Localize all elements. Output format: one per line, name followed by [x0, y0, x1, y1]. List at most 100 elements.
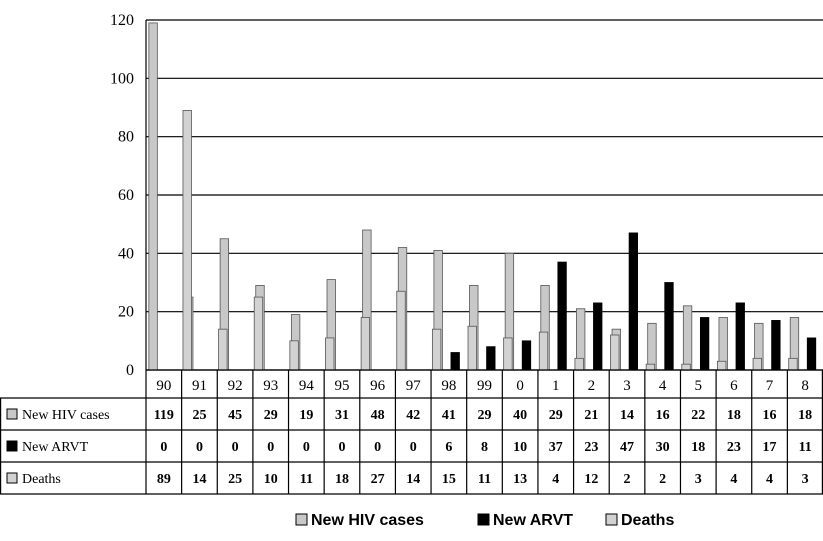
legend-label-new-hiv-cases: New HIV cases — [311, 512, 424, 529]
bar-new-hiv-cases-5 — [682, 305, 693, 371]
data-label-new-hiv-cases-96: 48 — [371, 408, 385, 423]
x-tick-label-90: 90 — [156, 378, 171, 394]
x-tick-label-97: 97 — [406, 378, 422, 394]
x-tick-label-4: 4 — [659, 378, 667, 394]
bar-deaths-92 — [253, 296, 264, 371]
table-key-deaths — [6, 472, 18, 484]
y-tick-label-20: 20 — [118, 304, 134, 321]
bar-new-arvt-99 — [486, 346, 496, 371]
bar-deaths-0 — [538, 331, 549, 371]
x-tick-label-0: 0 — [516, 378, 524, 394]
data-label-deaths-98: 15 — [442, 472, 456, 487]
bar-deaths-6 — [752, 357, 762, 371]
data-label-deaths-91: 14 — [192, 472, 206, 487]
table-key-new-arvt — [6, 440, 18, 452]
data-label-new-arvt-6: 23 — [727, 440, 741, 455]
bar-deaths-91 — [218, 328, 228, 371]
bar-deaths-93 — [289, 340, 299, 371]
bar-deaths-94 — [325, 337, 335, 371]
data-label-new-hiv-cases-99: 29 — [478, 408, 492, 423]
data-label-new-hiv-cases-92: 45 — [228, 408, 242, 423]
data-label-new-hiv-cases-1: 29 — [549, 408, 563, 423]
bar-new-arvt-1 — [557, 261, 567, 371]
table-row-label-new-arvt: New ARVT — [22, 440, 89, 455]
x-tick-label-98: 98 — [441, 378, 456, 394]
x-tick-label-6: 6 — [730, 378, 738, 394]
legend-key-new-hiv-cases — [295, 513, 308, 526]
data-label-new-hiv-cases-98: 41 — [442, 408, 456, 423]
data-label-deaths-8: 3 — [802, 472, 809, 487]
bar-deaths-4 — [681, 363, 691, 371]
bar-new-arvt-2 — [593, 302, 603, 371]
data-label-new-hiv-cases-3: 14 — [620, 408, 634, 423]
y-tick-label-40: 40 — [118, 245, 134, 262]
bar-new-arvt-0 — [521, 340, 532, 371]
x-tick-label-93: 93 — [263, 378, 278, 394]
data-label-new-arvt-1: 37 — [549, 440, 563, 455]
bar-deaths-97 — [431, 328, 442, 371]
x-tick-label-99: 99 — [477, 378, 492, 394]
y-tick-label-80: 80 — [118, 129, 134, 146]
data-label-new-hiv-cases-7: 16 — [763, 408, 777, 423]
x-tick-label-96: 96 — [370, 378, 386, 394]
data-label-deaths-2: 12 — [584, 472, 598, 487]
data-label-deaths-1: 4 — [552, 472, 559, 487]
x-tick-label-94: 94 — [299, 378, 315, 394]
data-label-deaths-96: 27 — [371, 472, 385, 487]
legend-key-new-arvt — [477, 513, 490, 526]
data-label-deaths-6: 4 — [730, 472, 737, 487]
data-label-new-arvt-99: 8 — [481, 440, 488, 455]
bar-new-arvt-4 — [664, 282, 674, 371]
data-label-new-arvt-4: 30 — [656, 440, 670, 455]
data-label-new-hiv-cases-8: 18 — [798, 408, 812, 423]
x-tick-label-3: 3 — [623, 378, 631, 394]
bar-deaths-2 — [610, 334, 620, 371]
x-tick-label-95: 95 — [334, 378, 349, 394]
data-label-new-hiv-cases-6: 18 — [727, 408, 741, 423]
x-tick-label-2: 2 — [588, 378, 596, 394]
data-label-new-hiv-cases-5: 22 — [691, 408, 705, 423]
data-label-deaths-92: 25 — [228, 472, 242, 487]
bar-new-arvt-6 — [735, 302, 745, 371]
data-label-new-hiv-cases-94: 19 — [299, 408, 313, 423]
data-label-deaths-4: 2 — [659, 472, 666, 487]
bar-deaths-99 — [503, 337, 513, 371]
legend-label-new-arvt: New ARVT — [493, 512, 573, 529]
x-tick-label-7: 7 — [766, 378, 774, 394]
data-label-deaths-7: 4 — [766, 472, 773, 487]
legend-key-deaths — [605, 513, 618, 526]
x-tick-label-5: 5 — [695, 378, 703, 394]
data-label-new-arvt-90: 0 — [160, 440, 167, 455]
data-label-new-arvt-2: 23 — [584, 440, 598, 455]
data-label-new-hiv-cases-97: 42 — [406, 408, 420, 423]
data-label-new-hiv-cases-0: 40 — [513, 408, 527, 423]
bar-new-arvt-7 — [771, 320, 781, 371]
data-label-deaths-3: 2 — [624, 472, 631, 487]
data-label-new-arvt-5: 18 — [691, 440, 705, 455]
bar-deaths-98 — [467, 325, 477, 371]
bar-deaths-3 — [645, 363, 656, 371]
data-label-new-arvt-95: 0 — [338, 440, 345, 455]
bar-new-arvt-5 — [699, 317, 710, 371]
y-tick-label-100: 100 — [110, 70, 134, 87]
bar-deaths-96 — [396, 290, 406, 371]
legend-label-deaths: Deaths — [621, 512, 674, 529]
table-row-label-deaths: Deaths — [22, 472, 61, 487]
data-label-new-hiv-cases-95: 31 — [335, 408, 349, 423]
bar-new-arvt-98 — [450, 352, 460, 371]
data-label-deaths-5: 3 — [695, 472, 702, 487]
data-label-deaths-99: 11 — [478, 472, 491, 487]
data-label-deaths-94: 11 — [300, 472, 313, 487]
data-label-deaths-0: 13 — [513, 472, 527, 487]
data-label-new-arvt-94: 0 — [303, 440, 310, 455]
data-label-new-hiv-cases-91: 25 — [192, 408, 206, 423]
data-label-new-arvt-96: 0 — [374, 440, 381, 455]
bar-new-hiv-cases-90 — [148, 22, 158, 371]
bar-new-hiv-cases-4 — [647, 322, 657, 371]
data-label-new-arvt-92: 0 — [232, 440, 239, 455]
x-tick-label-1: 1 — [552, 378, 560, 394]
x-tick-label-92: 92 — [228, 378, 243, 394]
y-tick-label-120: 120 — [110, 12, 134, 29]
